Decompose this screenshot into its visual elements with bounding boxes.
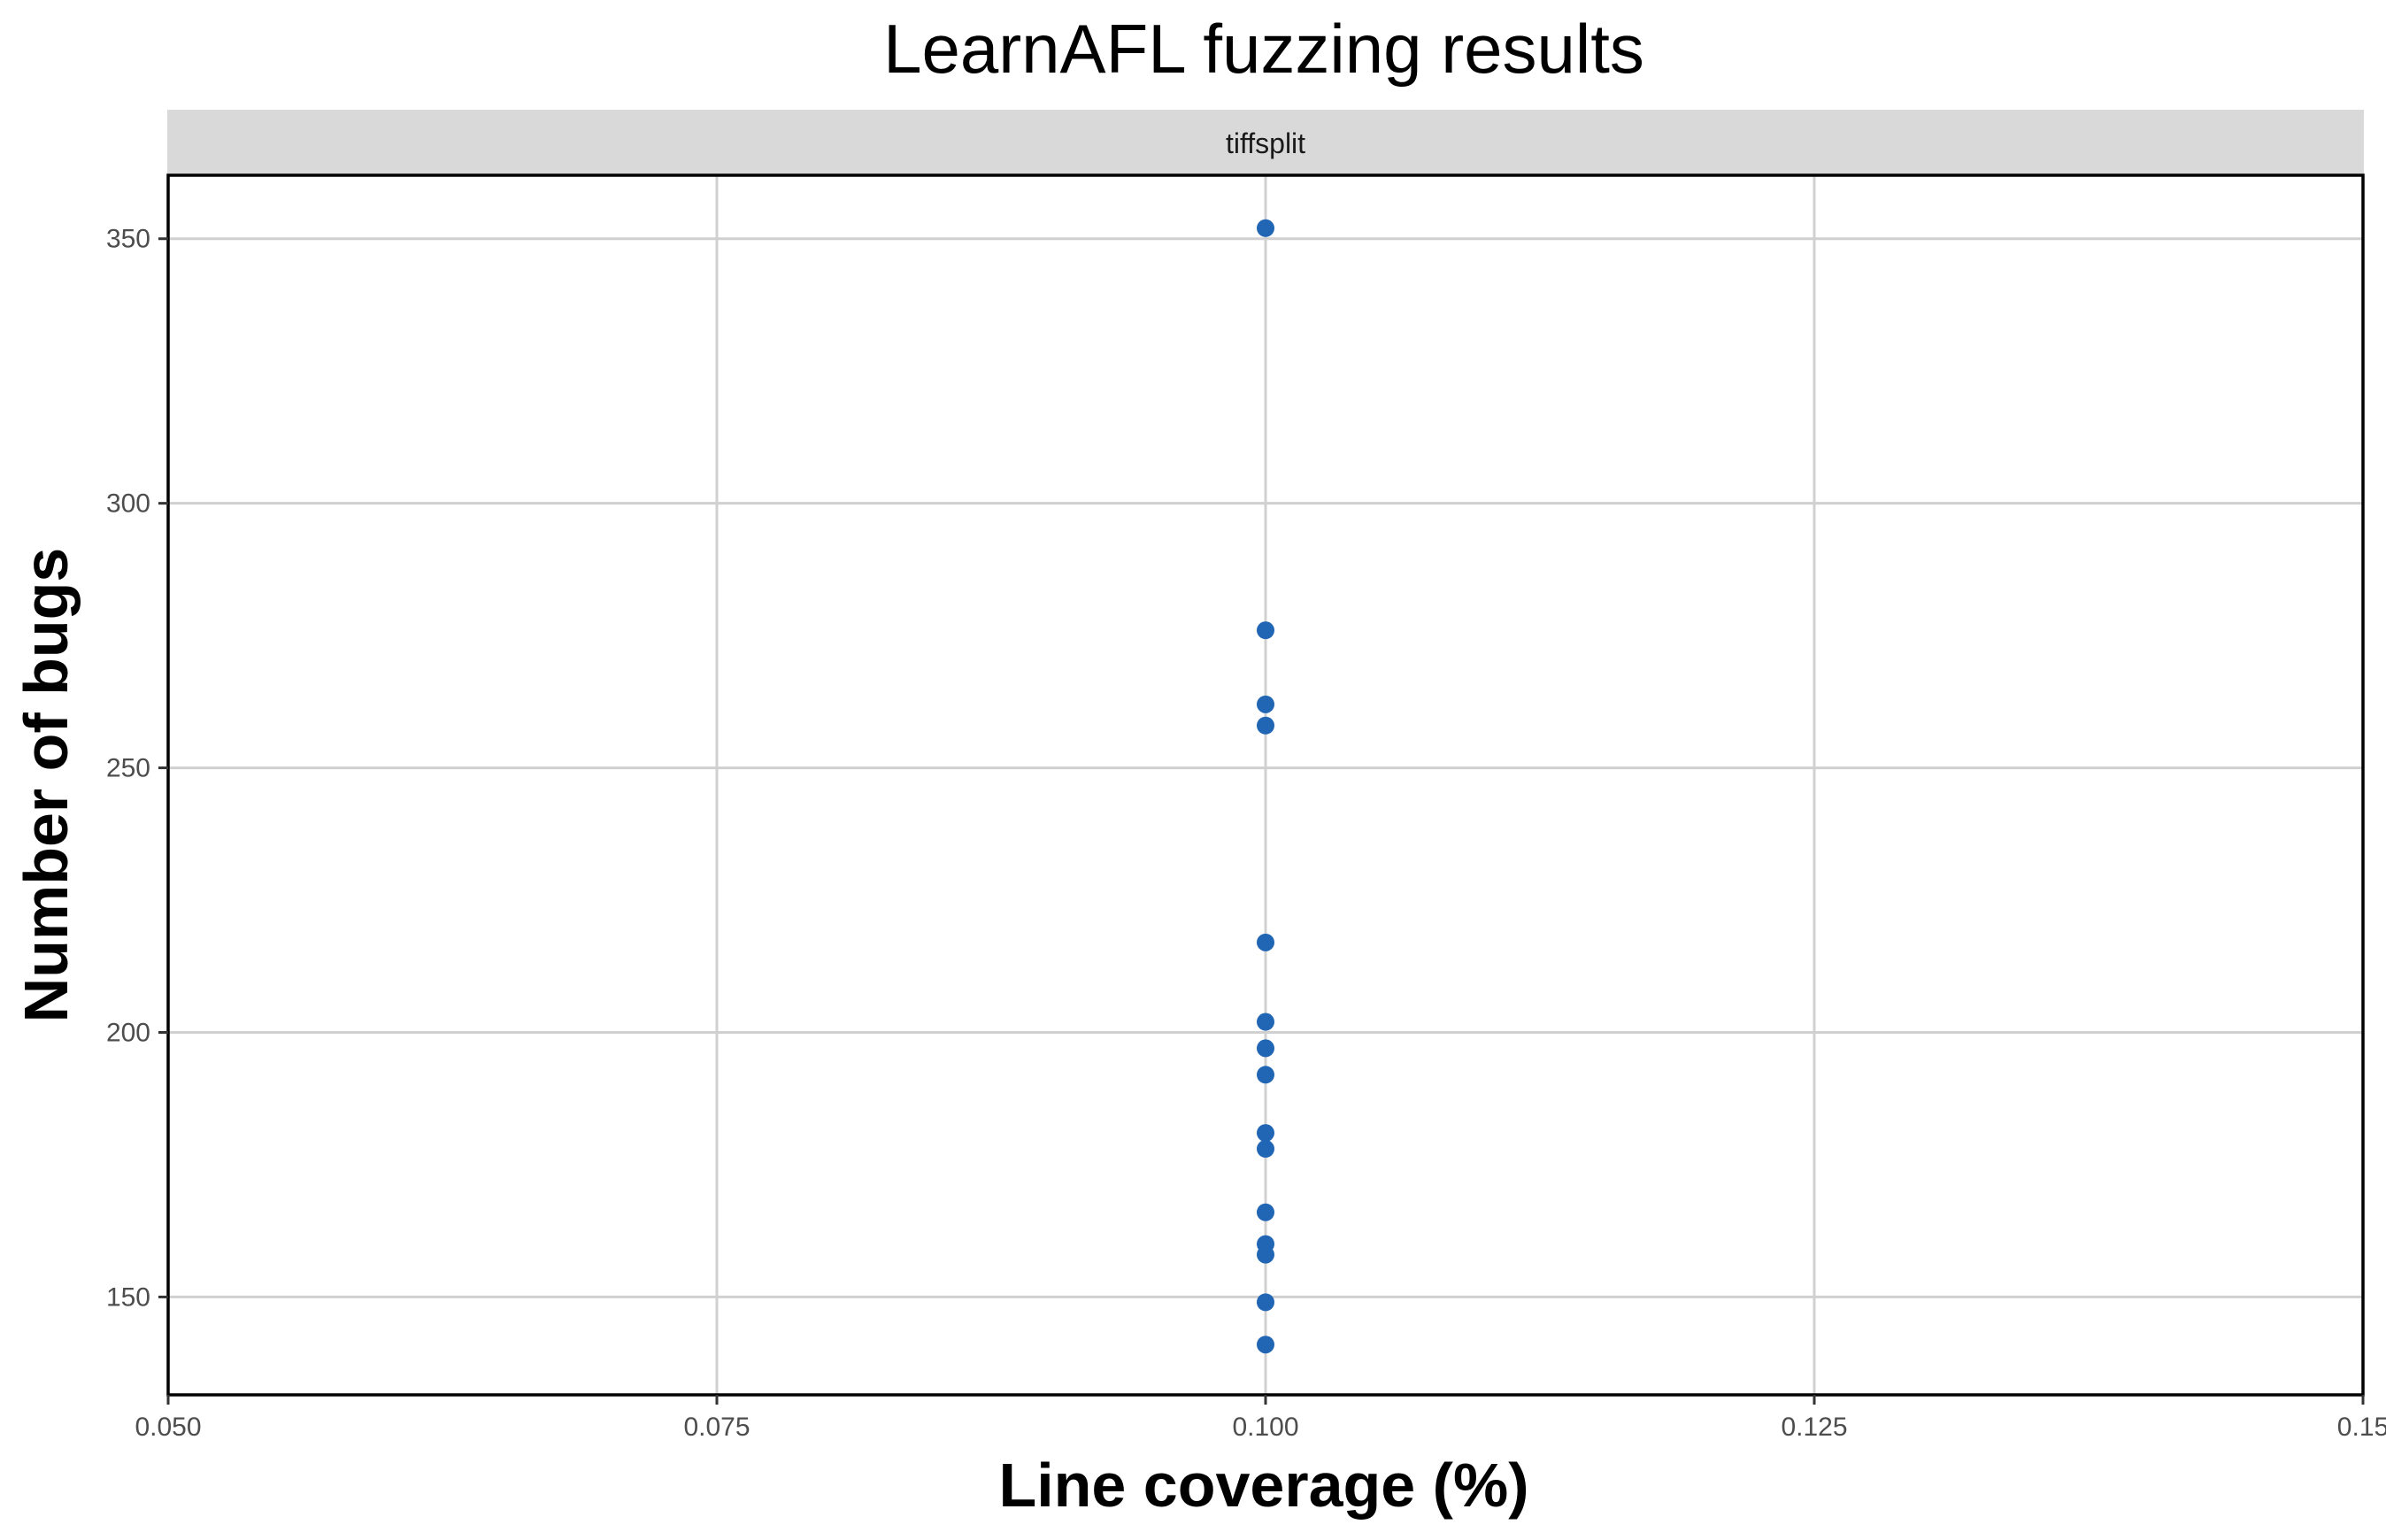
y-axis-title: Number of bugs <box>12 548 81 1023</box>
data-point <box>1257 1066 1274 1084</box>
x-tick-label: 0.15 <box>2337 1413 2386 1442</box>
data-point <box>1257 219 1274 237</box>
x-axis-title: Line coverage (%) <box>998 1451 1528 1520</box>
facet-strip <box>167 110 2364 175</box>
x-tick-label: 0.125 <box>1781 1413 1847 1442</box>
data-point <box>1257 1245 1274 1264</box>
data-point <box>1257 1336 1274 1354</box>
chart-title: LearnAFL fuzzing results <box>883 10 1644 88</box>
y-tick-label: 150 <box>106 1282 150 1312</box>
y-tick-label: 300 <box>106 489 150 519</box>
data-point <box>1257 933 1274 951</box>
data-point <box>1257 1013 1274 1031</box>
data-point <box>1257 1039 1274 1058</box>
x-tick-label: 0.050 <box>135 1413 201 1442</box>
data-point <box>1257 716 1274 735</box>
y-tick-label: 350 <box>106 225 150 254</box>
x-tick-label: 0.075 <box>683 1413 750 1442</box>
data-point <box>1257 1140 1274 1159</box>
y-tick-label: 250 <box>106 754 150 783</box>
data-point <box>1257 1124 1274 1143</box>
data-points <box>1257 219 1274 1354</box>
data-point <box>1257 695 1274 713</box>
y-tick-label: 200 <box>106 1018 150 1047</box>
data-point <box>1257 621 1274 640</box>
x-tick-label: 0.100 <box>1232 1413 1298 1442</box>
facet-strip-label: tiffsplit <box>1226 127 1305 159</box>
axis-ticks: 0.050 0.075 0.100 0.125 0.15 150 200 250 300 350 <box>106 225 2386 1442</box>
data-point <box>1257 1293 1274 1312</box>
data-point <box>1257 1203 1274 1221</box>
